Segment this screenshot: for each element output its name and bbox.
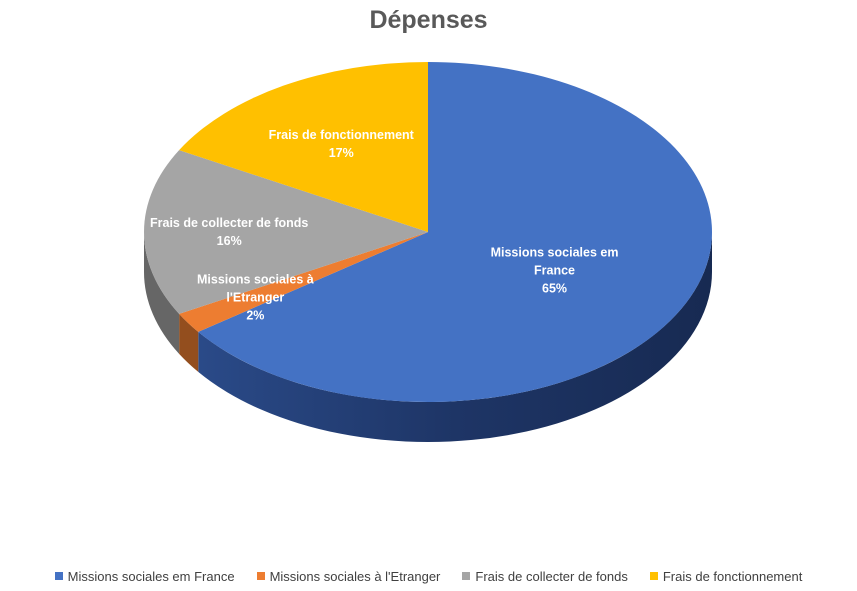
data-label-frais-de-fonctionnement: Frais de fonctionnement 17% [269, 128, 415, 160]
legend-item-frais-de-fonctionnement: Frais de fonctionnement [649, 568, 803, 584]
data-label-frais-de-collecter-de-fonds: Frais de collecter de fonds 16% [150, 216, 308, 248]
legend-swatch [462, 572, 471, 580]
legend-label: Missions sociales em France [67, 568, 235, 584]
legend-item-missions-sociales-em-france: Missions sociales em France [54, 568, 235, 584]
data-label-missions-sociales-a-l-etranger: Missions sociales à l'Etranger 2% [197, 273, 314, 323]
slice-frais-de-fonctionnement [179, 61, 428, 232]
data-label-missions-sociales-em-france: Missions sociales em France 65% [491, 246, 619, 296]
legend-label: Frais de fonctionnement [662, 568, 803, 584]
legend-swatch [649, 572, 658, 580]
legend-label: Frais de collecter de fonds [475, 568, 628, 584]
slice-side-frais-de-collecter-de-fonds [144, 232, 180, 354]
pie-data-labels: Missions sociales em France 65% Missions so… [150, 128, 618, 322]
legend-item-frais-de-collecter-de-fonds: Frais de collecter de fonds [462, 568, 628, 584]
slice-side-missions-sociales-a-l-etranger [179, 313, 199, 372]
slice-missions-sociales-em-france [198, 62, 713, 403]
chart-legend: Missions sociales em France Missions soci… [0, 566, 857, 586]
legend-swatch [54, 572, 63, 580]
slice-frais-de-collecter-de-fonds [144, 150, 428, 314]
slice-missions-sociales-a-l-etranger [179, 232, 428, 332]
slice-side-missions-sociales-em-france [198, 232, 713, 443]
pie-side-walls [144, 232, 713, 443]
chart-title: Dépenses [369, 6, 488, 34]
pie-chart: Missions sociales em France 65% Missions so… [144, 61, 713, 443]
legend-item-missions-sociales-a-l-etranger: Missions sociales à l'Etranger [256, 568, 441, 584]
legend-label: Missions sociales à l'Etranger [269, 568, 441, 584]
legend-swatch [256, 572, 265, 580]
pie-slices [144, 61, 713, 403]
